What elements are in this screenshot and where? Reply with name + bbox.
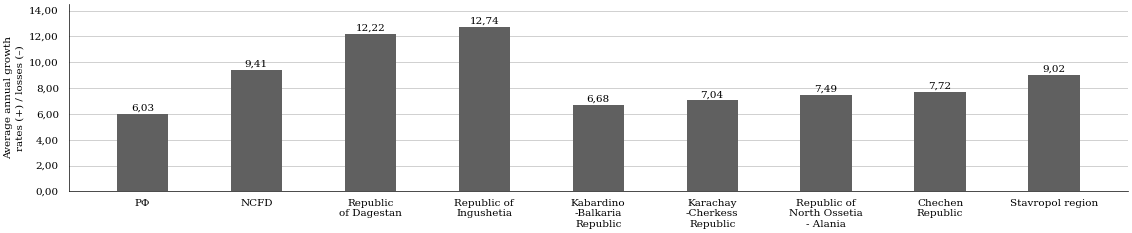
Y-axis label: Average annual growth
rates (+) / losses (–): Average annual growth rates (+) / losses… xyxy=(5,36,25,159)
Text: 7,04: 7,04 xyxy=(701,90,723,99)
Bar xyxy=(915,92,966,191)
Bar xyxy=(686,100,738,191)
Text: 12,74: 12,74 xyxy=(470,17,499,26)
Bar xyxy=(117,113,168,191)
Bar xyxy=(573,105,624,191)
Text: 6,68: 6,68 xyxy=(586,95,610,104)
Bar xyxy=(344,34,396,191)
Bar xyxy=(800,95,851,191)
Text: 7,72: 7,72 xyxy=(928,81,952,90)
Text: 7,49: 7,49 xyxy=(815,84,838,93)
Text: 9,41: 9,41 xyxy=(245,60,268,69)
Bar xyxy=(1028,75,1080,191)
Text: 12,22: 12,22 xyxy=(355,23,385,32)
Text: 9,02: 9,02 xyxy=(1043,65,1065,74)
Bar xyxy=(231,70,282,191)
Text: 6,03: 6,03 xyxy=(131,103,154,112)
Bar xyxy=(458,27,509,191)
